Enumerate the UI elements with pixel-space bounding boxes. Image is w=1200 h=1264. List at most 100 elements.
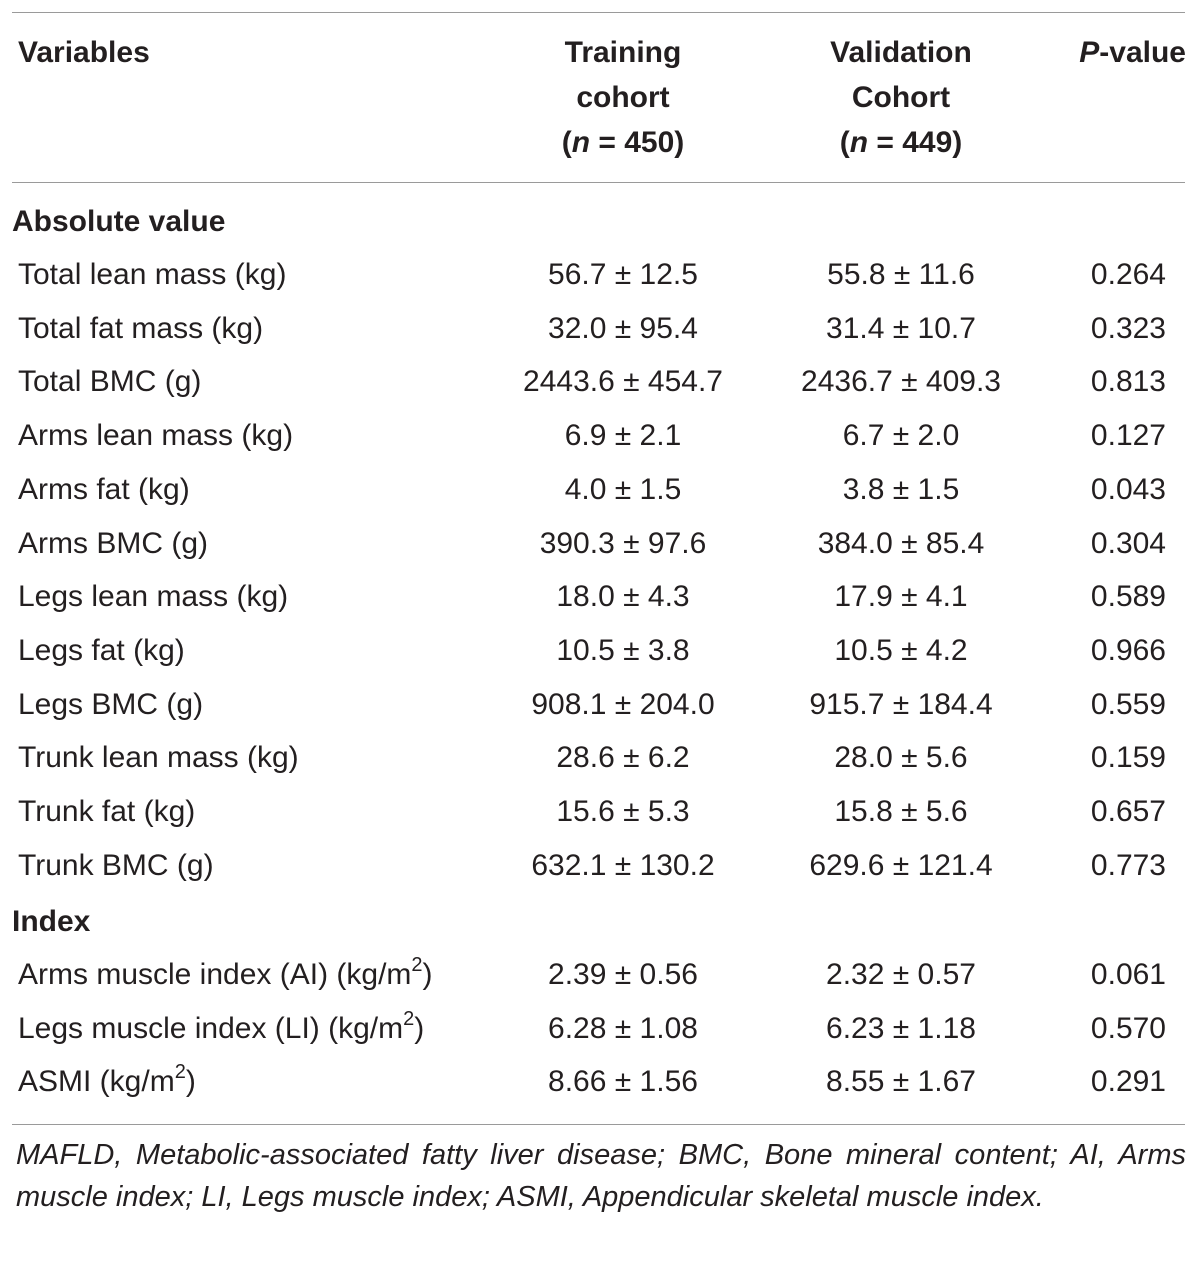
variable-cell: Legs muscle index (LI) (kg/m2): [18, 1002, 424, 1056]
training-value-cell: 632.1 ± 130.2: [531, 848, 715, 882]
variable-text: Legs muscle index (LI) (kg/m: [18, 1011, 404, 1045]
p-value-cell: 0.570: [1090, 1011, 1166, 1045]
bottom-rule: [12, 1124, 1185, 1125]
header-variables: Variables: [18, 36, 150, 69]
table-row: Legs fat (kg) 10.5 ± 3.8 10.5 ± 4.2 0.966: [0, 624, 1200, 678]
variable-cell: Total BMC (g): [18, 365, 202, 399]
validation-value-cell: 629.6 ± 121.4: [809, 848, 993, 882]
superscript: 2: [411, 954, 423, 976]
p-value-cell: 0.773: [1090, 848, 1166, 882]
validation-value-cell: 15.8 ± 5.6: [834, 795, 968, 828]
p-value-cell: 0.323: [1090, 311, 1166, 345]
header-training-line-2: cohort: [576, 81, 670, 114]
p-value-cell: 0.043: [1090, 472, 1166, 506]
header-validation-n: (n = 449): [839, 126, 963, 159]
table-row: Total fat mass (kg) 32.0 ± 95.4 31.4 ± 10.…: [0, 302, 1200, 356]
validation-value-cell: 8.55 ± 1.67: [826, 1065, 976, 1099]
validation-value-cell: 10.5 ± 4.2: [834, 633, 968, 667]
training-value-cell: 390.3 ± 97.6: [539, 526, 707, 560]
table-row: Total lean mass (kg) 56.7 ± 12.5 55.8 ± 11…: [0, 248, 1200, 302]
header-training-line-1: Training: [564, 36, 682, 69]
validation-value-cell: 915.7 ± 184.4: [809, 687, 993, 721]
header-training-cohort: Training cohort (n = 450): [492, 30, 754, 165]
validation-value-cell: 17.9 ± 4.1: [834, 580, 968, 614]
training-value-cell: 6.28 ± 1.08: [548, 1011, 698, 1045]
p-value-cell: 0.589: [1090, 580, 1166, 614]
p-value-cell: 0.813: [1090, 365, 1166, 399]
header-validation-line-1: Validation: [830, 36, 972, 69]
validation-value-cell: 2.32 ± 0.57: [826, 958, 976, 991]
p-value-cell: 0.559: [1090, 687, 1166, 721]
section-absolute-value: Absolute value: [12, 205, 226, 238]
variable-cell: Trunk fat (kg): [18, 795, 196, 828]
p-value-cell: 0.657: [1090, 795, 1166, 828]
validation-value-cell: 3.8 ± 1.5: [842, 472, 960, 506]
table-row: Legs muscle index (LI) (kg/m2) 6.28 ± 1.0…: [0, 1002, 1200, 1056]
table-row: Arms lean mass (kg) 6.9 ± 2.1 6.7 ± 2.0 0.1…: [0, 409, 1200, 463]
variable-cell: Trunk lean mass (kg): [18, 741, 299, 775]
training-value-cell: 32.0 ± 95.4: [548, 311, 698, 345]
training-value-cell: 15.6 ± 5.3: [556, 795, 690, 828]
variable-cell: Arms muscle index (AI) (kg/m2): [18, 948, 433, 1002]
p-value-cell: 0.061: [1090, 958, 1166, 991]
variable-text: Arms muscle index (AI) (kg/m: [18, 958, 412, 991]
table-row: Legs lean mass (kg) 18.0 ± 4.3 17.9 ± 4.1 0…: [0, 570, 1200, 624]
validation-value-cell: 55.8 ± 11.6: [827, 258, 975, 291]
header-validation-line-2: Cohort: [851, 81, 951, 114]
section-index: Index: [12, 905, 91, 938]
p-value-cell: 0.291: [1090, 1065, 1166, 1099]
header-rule: [12, 182, 1185, 183]
superscript: 2: [174, 1061, 186, 1084]
training-value-cell: 908.1 ± 204.0: [531, 687, 715, 721]
variable-cell: Trunk BMC (g): [18, 848, 214, 882]
table-row: Arms fat (kg) 4.0 ± 1.5 3.8 ± 1.5 0.043: [0, 463, 1200, 517]
validation-value-cell: 6.7 ± 2.0: [842, 419, 960, 453]
table-row: Total BMC (g) 2443.6 ± 454.7 2436.7 ± 409.…: [0, 355, 1200, 409]
table-row: Trunk lean mass (kg) 28.6 ± 6.2 28.0 ± 5.6…: [0, 731, 1200, 785]
table-row: Legs BMC (g) 908.1 ± 204.0 915.7 ± 184.4 0.…: [0, 678, 1200, 732]
variable-cell: Arms lean mass (kg): [18, 419, 294, 453]
variable-text-end: ): [422, 958, 433, 991]
header-validation-cohort: Validation Cohort (n = 449): [770, 30, 1032, 165]
training-value-cell: 4.0 ± 1.5: [564, 472, 682, 506]
top-rule: [12, 12, 1185, 13]
validation-value-cell: 31.4 ± 10.7: [826, 311, 976, 345]
variable-text: ASMI (kg/m: [18, 1065, 175, 1099]
variable-cell: Legs fat (kg): [18, 633, 185, 667]
validation-value-cell: 28.0 ± 5.6: [834, 741, 968, 775]
header-p-value: P-value: [1079, 36, 1186, 69]
variable-cell: Legs lean mass (kg): [18, 580, 289, 614]
training-value-cell: 6.9 ± 2.1: [564, 419, 682, 453]
variable-cell: Arms fat (kg): [18, 472, 190, 506]
validation-value-cell: 384.0 ± 85.4: [817, 526, 985, 560]
p-value-cell: 0.159: [1090, 741, 1166, 775]
variable-cell: Total lean mass (kg): [18, 258, 287, 291]
variable-cell: Legs BMC (g): [18, 687, 204, 721]
variable-text-end: ): [185, 1065, 196, 1099]
p-value-cell: 0.264: [1090, 258, 1166, 291]
header-training-n: (n = 450): [561, 126, 685, 159]
training-value-cell: 56.7 ± 12.5: [548, 258, 698, 291]
superscript: 2: [403, 1007, 415, 1030]
training-value-cell: 10.5 ± 3.8: [556, 633, 690, 667]
training-value-cell: 28.6 ± 6.2: [556, 741, 690, 775]
table-row: Trunk BMC (g) 632.1 ± 130.2 629.6 ± 121.4 0…: [0, 839, 1200, 893]
validation-value-cell: 2436.7 ± 409.3: [801, 365, 1001, 399]
p-value-cell: 0.127: [1090, 419, 1166, 453]
training-value-cell: 2443.6 ± 454.7: [523, 365, 723, 399]
p-value-cell: 0.304: [1090, 526, 1166, 560]
table-row: ASMI (kg/m2) 8.66 ± 1.56 8.55 ± 1.67 0.291: [0, 1055, 1200, 1109]
validation-value-cell: 6.23 ± 1.18: [826, 1011, 976, 1045]
training-value-cell: 8.66 ± 1.56: [548, 1065, 698, 1099]
variable-cell: Total fat mass (kg): [18, 311, 264, 345]
table-footnote: MAFLD, Metabolic-associated fatty liver …: [16, 1139, 1186, 1213]
table-row: Arms muscle index (AI) (kg/m2) 2.39 ± 0.5…: [0, 948, 1200, 1002]
training-value-cell: 2.39 ± 0.56: [548, 958, 698, 991]
variable-cell: Arms BMC (g): [18, 526, 208, 560]
table-row: Arms BMC (g) 390.3 ± 97.6 384.0 ± 85.4 0.30…: [0, 517, 1200, 571]
variable-cell: ASMI (kg/m2): [18, 1055, 196, 1109]
variable-text-end: ): [414, 1011, 425, 1045]
training-value-cell: 18.0 ± 4.3: [556, 580, 690, 614]
p-value-cell: 0.966: [1090, 633, 1166, 667]
